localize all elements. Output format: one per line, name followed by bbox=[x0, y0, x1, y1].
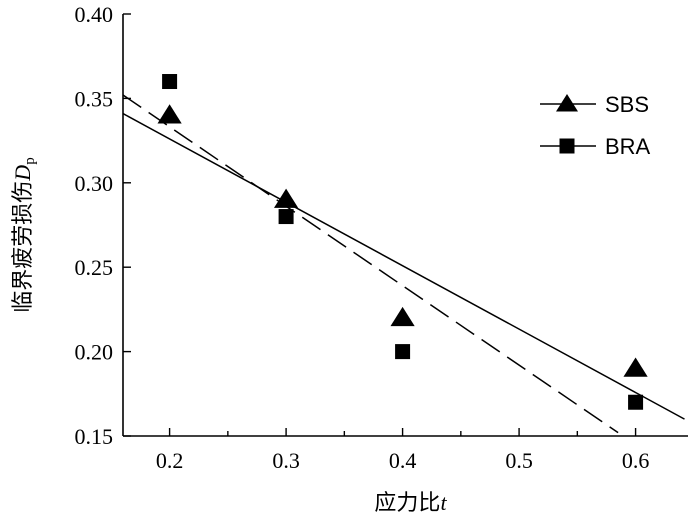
data-points bbox=[157, 74, 648, 410]
data-point-sbs bbox=[157, 104, 182, 124]
axes bbox=[122, 14, 688, 437]
y-tick-label: 0.35 bbox=[75, 86, 114, 111]
x-tick-label: 0.6 bbox=[622, 448, 650, 473]
legend: SBS BRA bbox=[540, 92, 651, 159]
y-axis-title-text: 临界疲劳损伤 bbox=[11, 181, 36, 313]
x-tick-label: 0.2 bbox=[156, 448, 184, 473]
x-ticks: 0.2 0.3 0.4 0.5 0.6 bbox=[156, 428, 649, 473]
y-ticks: 0.15 0.20 0.25 0.30 0.35 0.40 bbox=[75, 2, 131, 449]
y-tick-label: 0.40 bbox=[75, 2, 114, 27]
y-axis-title-subscript: p bbox=[22, 157, 38, 165]
x-tick-label: 0.5 bbox=[505, 448, 533, 473]
y-axis-title-variable: D bbox=[10, 165, 35, 182]
data-point-bra bbox=[628, 394, 644, 410]
data-point-sbs bbox=[390, 306, 415, 327]
legend-marker-bra bbox=[559, 138, 575, 154]
x-axis-title: 应力比t bbox=[374, 490, 447, 516]
y-tick-label: 0.15 bbox=[75, 424, 114, 449]
x-tick-label: 0.3 bbox=[272, 448, 300, 473]
y-tick-label: 0.30 bbox=[75, 171, 114, 196]
y-tick-label: 0.25 bbox=[75, 255, 114, 280]
legend-item-bra: BRA bbox=[540, 134, 651, 159]
x-axis-title-variable: t bbox=[440, 490, 447, 515]
data-point-bra bbox=[278, 209, 294, 225]
x-tick-label: 0.4 bbox=[389, 448, 417, 473]
data-point-sbs bbox=[623, 357, 648, 377]
legend-label-sbs: SBS bbox=[605, 92, 649, 117]
legend-label-bra: BRA bbox=[605, 134, 651, 159]
data-point-bra bbox=[395, 344, 411, 360]
y-tick-label: 0.20 bbox=[75, 340, 114, 365]
legend-item-sbs: SBS bbox=[540, 92, 649, 117]
fit-line-sbs bbox=[122, 112, 685, 420]
y-axis-title: 临界疲劳损伤Dp bbox=[10, 157, 38, 312]
x-axis-title-text: 应力比 bbox=[374, 491, 440, 516]
data-point-bra bbox=[162, 74, 178, 90]
data-point-sbs bbox=[273, 188, 299, 208]
fit-lines bbox=[122, 94, 685, 434]
legend-marker-sbs bbox=[556, 94, 578, 112]
fit-line-bra bbox=[122, 94, 619, 434]
